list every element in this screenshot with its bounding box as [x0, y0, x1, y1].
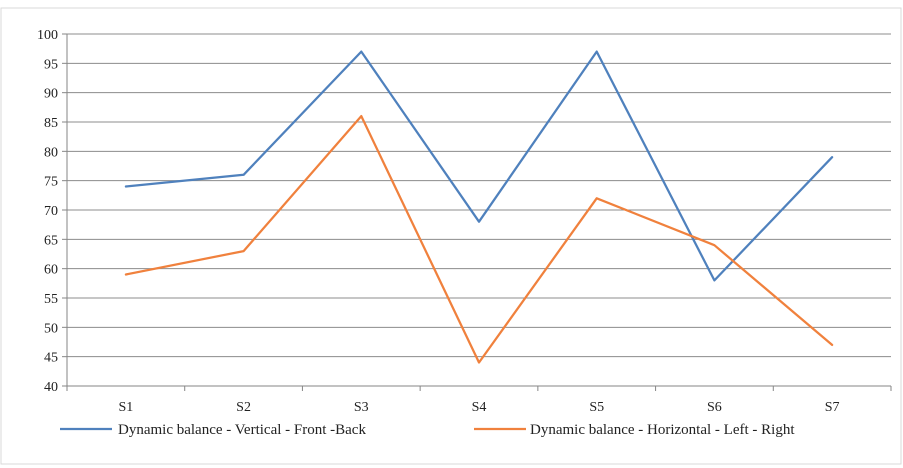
y-tick-label: 40: [44, 380, 58, 395]
series-lines: [124, 50, 834, 364]
y-tick-label: 45: [44, 351, 58, 366]
y-tick-label: 70: [44, 204, 58, 219]
y-tick-label: 90: [44, 87, 58, 102]
legend-label-1: Dynamic balance - Vertical - Front -Back: [118, 422, 366, 438]
x-tick-label: S6: [707, 400, 722, 415]
y-tick-labels: 40 45 50 55 60 65 70 75 80 85 90 95 100: [37, 28, 58, 395]
legend-label-2: Dynamic balance - Horizontal - Left - Ri…: [530, 422, 795, 438]
y-tick-label: 65: [44, 233, 58, 248]
gridlines: [67, 33, 891, 358]
series-line-1: [124, 50, 834, 282]
y-tick-label: 100: [37, 28, 58, 43]
y-tick-label: 85: [44, 116, 58, 131]
chart-border: [0, 7, 902, 465]
y-tick-label: 50: [44, 321, 58, 336]
y-tick-label: 55: [44, 292, 58, 307]
legend: Dynamic balance - Vertical - Front -Back…: [60, 422, 795, 438]
x-tick-label: S7: [825, 400, 840, 415]
x-tick-label: S2: [236, 400, 251, 415]
y-tick-label: 75: [44, 175, 58, 190]
x-tick-label: S4: [472, 400, 487, 415]
x-tick-label: S5: [589, 400, 604, 415]
x-tick-label: S1: [118, 400, 133, 415]
y-tick-label: 80: [44, 145, 58, 160]
y-tick-label: 60: [44, 263, 58, 278]
axes: [62, 33, 892, 391]
series-line-2: [124, 114, 834, 364]
x-tick-labels: S1 S2 S3 S4 S5 S6 S7: [118, 400, 839, 415]
y-tick-label: 95: [44, 57, 58, 72]
x-tick-label: S3: [354, 400, 369, 415]
